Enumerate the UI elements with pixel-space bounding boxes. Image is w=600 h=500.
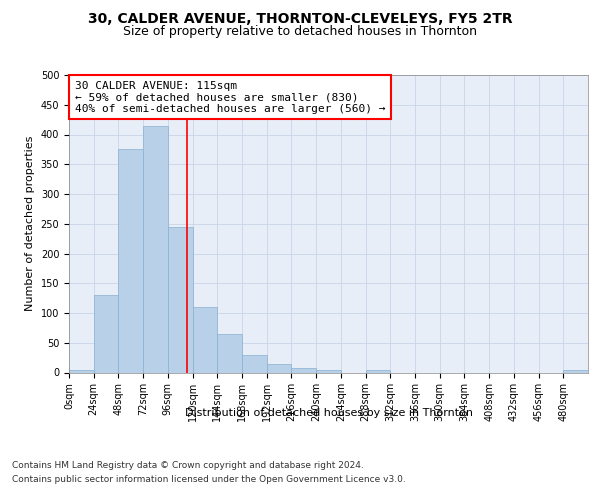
- Bar: [292, 368, 316, 372]
- Bar: [316, 370, 341, 372]
- Bar: [193, 307, 217, 372]
- Bar: [69, 370, 94, 372]
- Bar: [94, 295, 118, 372]
- Bar: [242, 354, 267, 372]
- Bar: [143, 126, 168, 372]
- Text: Distribution of detached houses by size in Thornton: Distribution of detached houses by size …: [185, 408, 473, 418]
- Bar: [217, 334, 242, 372]
- Bar: [267, 364, 292, 372]
- Text: Contains public sector information licensed under the Open Government Licence v3: Contains public sector information licen…: [12, 476, 406, 484]
- Text: Contains HM Land Registry data © Crown copyright and database right 2024.: Contains HM Land Registry data © Crown c…: [12, 462, 364, 470]
- Text: Size of property relative to detached houses in Thornton: Size of property relative to detached ho…: [123, 24, 477, 38]
- Text: 30, CALDER AVENUE, THORNTON-CLEVELEYS, FY5 2TR: 30, CALDER AVENUE, THORNTON-CLEVELEYS, F…: [88, 12, 512, 26]
- Bar: [563, 370, 588, 372]
- Bar: [118, 150, 143, 372]
- Text: 30 CALDER AVENUE: 115sqm
← 59% of detached houses are smaller (830)
40% of semi-: 30 CALDER AVENUE: 115sqm ← 59% of detach…: [74, 80, 385, 114]
- Bar: [365, 370, 390, 372]
- Y-axis label: Number of detached properties: Number of detached properties: [25, 136, 35, 312]
- Bar: [168, 226, 193, 372]
